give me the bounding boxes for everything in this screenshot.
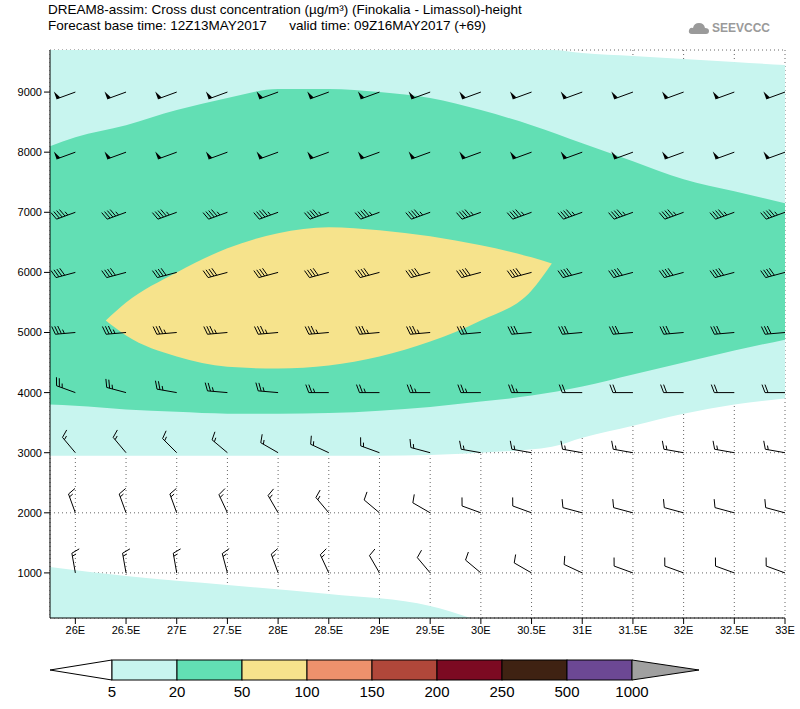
svg-text:29E: 29E (370, 624, 390, 636)
svg-text:31E: 31E (572, 624, 592, 636)
svg-text:5000: 5000 (18, 326, 42, 338)
svg-text:500: 500 (554, 683, 579, 700)
svg-text:250: 250 (489, 683, 514, 700)
svg-text:8000: 8000 (18, 146, 42, 158)
html-text:DREAM8-assim: Cross dust conce: DREAM8-assim: Cross dust concentration (… (48, 2, 522, 17)
svg-text:31.5E: 31.5E (619, 624, 648, 636)
svg-text:30.5E: 30.5E (517, 624, 546, 636)
svg-text:26E: 26E (66, 624, 86, 636)
html-text:SEEVCCC: SEEVCCC (712, 21, 770, 35)
svg-text:1000: 1000 (18, 567, 42, 579)
svg-text:5: 5 (108, 683, 116, 700)
svg-text:29.5E: 29.5E (416, 624, 445, 636)
html-text:Forecast base time: 12Z13MAY20: Forecast base time: 12Z13MAY2017 valid t… (48, 18, 487, 33)
svg-text:32E: 32E (674, 624, 694, 636)
svg-text:32.5E: 32.5E (720, 624, 749, 636)
svg-text:9000: 9000 (18, 86, 42, 98)
svg-text:6000: 6000 (18, 266, 42, 278)
svg-text:200: 200 (424, 683, 449, 700)
svg-text:1000: 1000 (615, 683, 648, 700)
svg-text:150: 150 (359, 683, 384, 700)
svg-text:28E: 28E (268, 624, 288, 636)
svg-text:3000: 3000 (18, 447, 42, 459)
svg-text:33E: 33E (775, 624, 792, 636)
svg-text:7000: 7000 (18, 206, 42, 218)
svg-text:20: 20 (169, 683, 186, 700)
svg-text:26.5E: 26.5E (112, 624, 141, 636)
svg-text:30E: 30E (471, 624, 491, 636)
svg-text:50: 50 (234, 683, 251, 700)
svg-text:28.5E: 28.5E (314, 624, 343, 636)
svg-text:27E: 27E (167, 624, 187, 636)
svg-text:100: 100 (294, 683, 319, 700)
svg-text:27.5E: 27.5E (213, 624, 242, 636)
svg-text:4000: 4000 (18, 387, 42, 399)
svg-text:2000: 2000 (18, 507, 42, 519)
